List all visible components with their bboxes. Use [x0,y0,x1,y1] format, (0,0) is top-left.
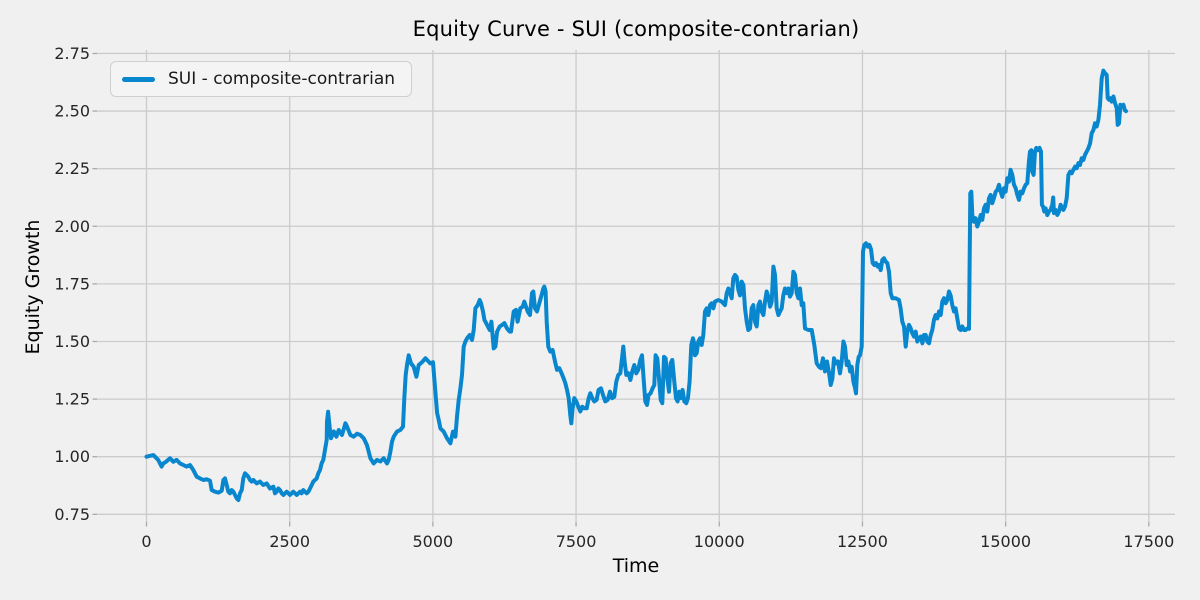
series-line [144,68,1128,502]
y-tick-label: 2.75 [54,44,90,63]
x-tick-label: 2500 [269,532,310,551]
y-tick-label: 1.00 [54,447,90,466]
y-tick-label: 1.75 [54,274,90,293]
y-tick-label: 0.75 [54,505,90,524]
chart-title: Equity Curve - SUI (composite-contrarian… [412,17,860,41]
x-tick-label: 10000 [694,532,745,551]
x-tick-label: 5000 [413,532,454,551]
y-tick-label: 2.00 [54,217,90,236]
x-tick-label: 7500 [556,532,597,551]
y-axis-label: Equity Growth [22,219,44,355]
x-axis-label: Time [612,555,660,577]
legend: SUI - composite-contrarian [110,61,413,97]
x-tick-label: 17500 [1123,532,1174,551]
y-tick-label: 1.50 [54,332,90,351]
y-tick-label: 2.25 [54,159,90,178]
legend-label: SUI - composite-contrarian [168,69,396,89]
legend-line-swatch [122,76,155,82]
y-tick-label: 1.25 [54,390,90,409]
x-tick-label: 15000 [980,532,1031,551]
y-tick-label: 2.50 [54,102,90,121]
x-tick-label: 12500 [837,532,888,551]
x-tick-label: 0 [141,532,151,551]
